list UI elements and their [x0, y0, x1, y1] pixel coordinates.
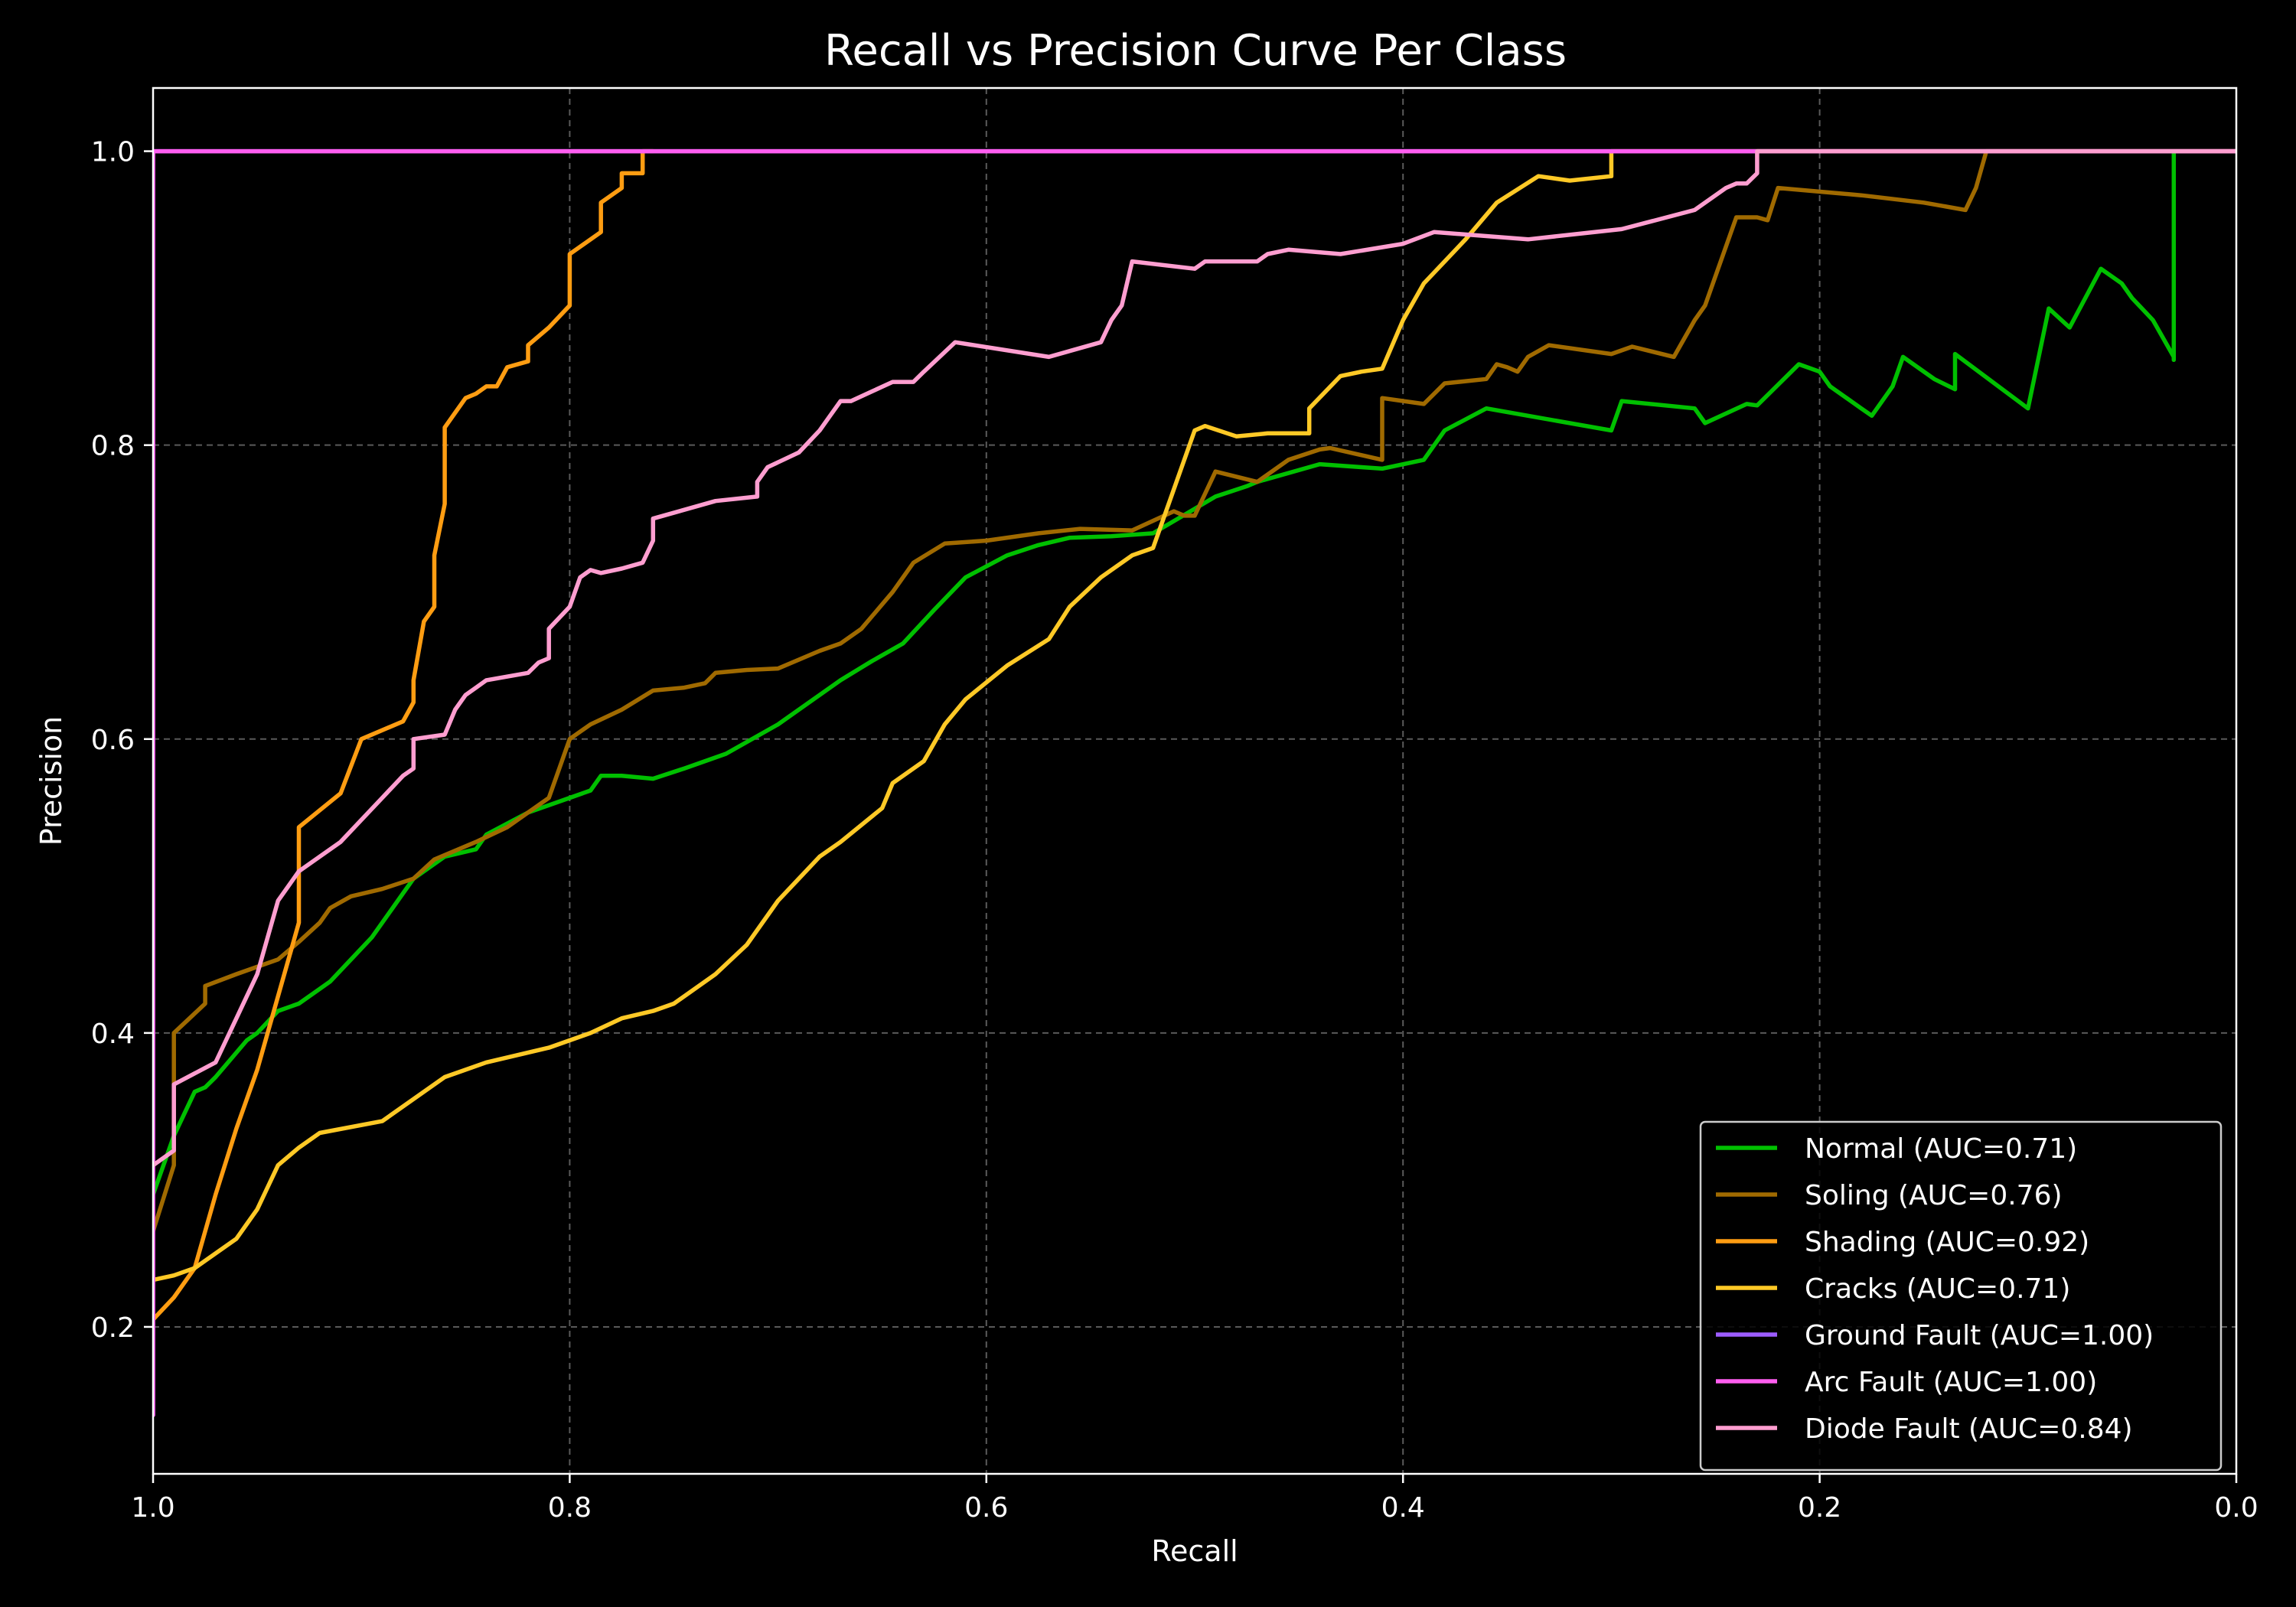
x-axis-label: Recall — [1151, 1534, 1238, 1568]
x-tick-label: 1.0 — [131, 1492, 174, 1524]
legend-box — [1699, 1120, 2223, 1472]
series-lines — [153, 148, 2236, 1417]
x-tick-label: 0.2 — [1798, 1492, 1841, 1524]
chart-title: Recall vs Precision Curve Per Class — [824, 26, 1567, 76]
y-axis-label: Precision — [34, 716, 68, 846]
x-tick-label: 0.0 — [2214, 1492, 2258, 1524]
legend-label-normal: Normal (AUC=0.71) — [1805, 1133, 2077, 1165]
legend-label-cracks: Cracks (AUC=0.71) — [1805, 1273, 2070, 1305]
legend-label-diode-fault: Diode Fault (AUC=0.84) — [1805, 1413, 2133, 1445]
x-tick-label: 0.8 — [548, 1492, 592, 1524]
y-tick-label: 0.6 — [91, 725, 135, 756]
axis-ticks: 1.0 0.8 0.6 0.4 0.2 0.0 0.2 0.4 0.6 0.8 1.0 — [91, 137, 2258, 1524]
y-tick-label: 1.0 — [91, 137, 135, 168]
series-line-soling — [153, 148, 2236, 1234]
series-line-diode-fault — [153, 148, 2236, 1168]
y-tick-label: 0.2 — [91, 1312, 135, 1344]
y-tick-label: 0.4 — [91, 1019, 135, 1050]
legend-label-shading: Shading (AUC=0.92) — [1805, 1227, 2089, 1258]
legend-label-soling: Soling (AUC=0.76) — [1805, 1180, 2063, 1211]
legend: Normal (AUC=0.71) Soling (AUC=0.76) Shadin… — [1699, 1120, 2223, 1472]
legend-label-arc-fault: Arc Fault (AUC=1.00) — [1805, 1367, 2097, 1398]
x-tick-label: 0.6 — [964, 1492, 1008, 1524]
series-line-normal — [153, 148, 2177, 1197]
plot-frame — [152, 86, 2238, 1475]
series-line-shading — [153, 148, 656, 1322]
legend-label-ground-fault: Ground Fault (AUC=1.00) — [1805, 1320, 2154, 1351]
y-tick-label: 0.8 — [91, 431, 135, 462]
x-tick-label: 0.4 — [1381, 1492, 1425, 1524]
series-line-cracks — [153, 148, 2236, 1283]
series-line-arc-fault — [153, 148, 2236, 1417]
